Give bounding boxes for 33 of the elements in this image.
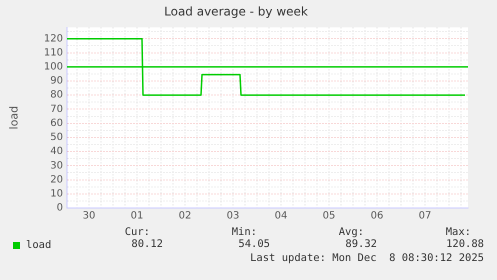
x-tick-label: 01 (130, 210, 144, 222)
y-tick-label: 110 (44, 47, 63, 58)
x-tick-label: 05 (322, 210, 336, 222)
chart-title: Load average - by week (164, 4, 308, 18)
y-tick-label: 90 (50, 76, 63, 87)
text: Last update: Mon Dec 8 08:30:12 2025 (250, 252, 484, 264)
text: Max: (444, 226, 472, 238)
y-tick-label: 60 (50, 118, 63, 129)
text: 54.05 (237, 238, 270, 250)
legend-label: load (26, 239, 52, 251)
y-tick-label: 100 (44, 62, 63, 72)
x-tick-label: 03 (226, 210, 240, 222)
x-tick-label: 06 (370, 210, 384, 222)
y-tick-label: 40 (50, 146, 63, 158)
y-tick-label: 10 (50, 188, 63, 200)
text: Min: (230, 226, 258, 238)
y-tick-label: 20 (50, 174, 63, 186)
y-axis-title: load (7, 106, 20, 130)
x-tick-label: 30 (82, 210, 96, 222)
y-tick-label: 0 (56, 202, 63, 214)
text: Avg: (338, 226, 365, 238)
y-tick-label: 120 (44, 33, 63, 44)
text: Cur: (124, 226, 151, 238)
y-tick-label: 80 (50, 90, 63, 101)
text: 89.32 (344, 238, 377, 250)
y-tick-label: 30 (50, 160, 63, 172)
text: 80.12 (130, 238, 163, 250)
y-tick-label: 70 (50, 104, 63, 115)
text: 120.88 (445, 238, 484, 250)
y-tick-label: 50 (50, 132, 63, 144)
x-tick-label: 07 (418, 210, 432, 222)
x-tick-label: 02 (178, 210, 192, 222)
x-tick-label: 04 (274, 210, 288, 222)
